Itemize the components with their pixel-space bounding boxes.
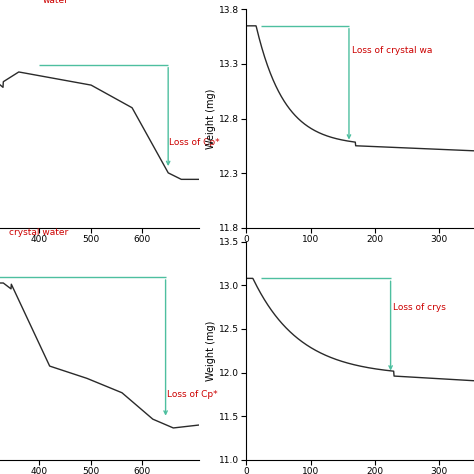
Text: Loss of Cp*: Loss of Cp* bbox=[167, 391, 217, 400]
Text: Loss of crystal wa: Loss of crystal wa bbox=[352, 46, 433, 55]
Text: Loss of Cp*: Loss of Cp* bbox=[169, 138, 220, 147]
Y-axis label: Weight (mg): Weight (mg) bbox=[206, 88, 216, 149]
X-axis label: Temperature (°C): Temperature (°C) bbox=[38, 247, 123, 257]
X-axis label: Temperature: Temperature bbox=[330, 247, 400, 257]
Text: crystal water: crystal water bbox=[9, 228, 69, 237]
Text: Loss of crys: Loss of crys bbox=[392, 303, 446, 311]
Y-axis label: Weight (mg): Weight (mg) bbox=[206, 320, 216, 381]
Text: water: water bbox=[43, 0, 69, 5]
